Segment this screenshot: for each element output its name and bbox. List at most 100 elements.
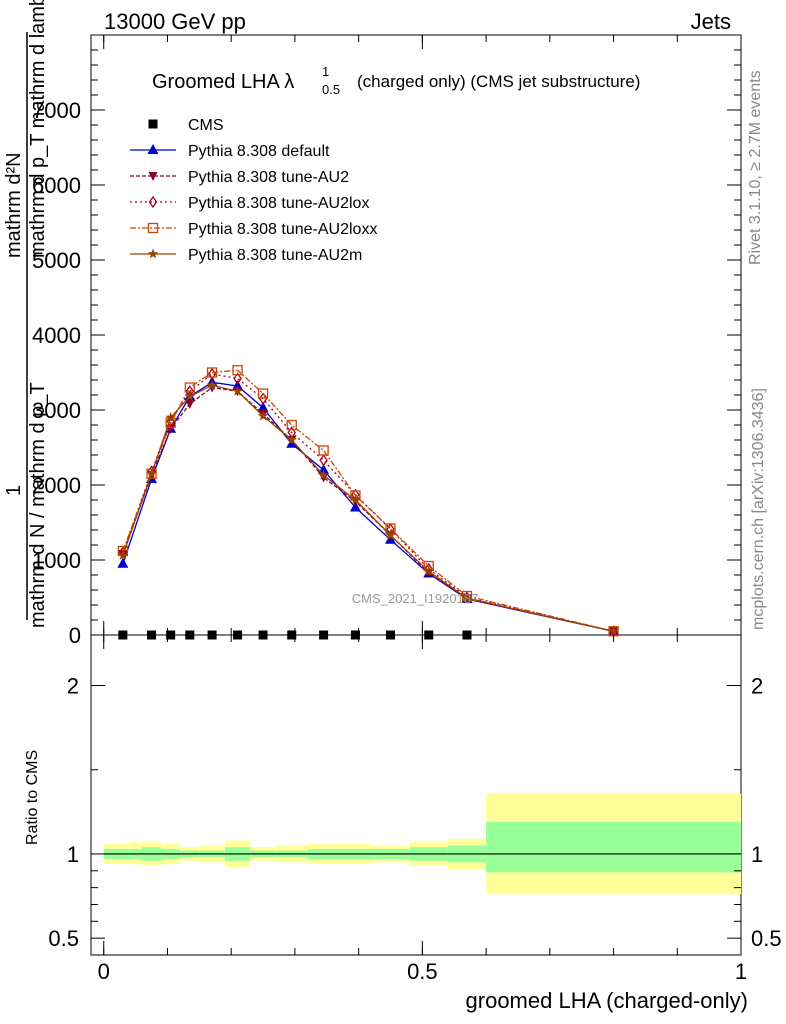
data-point-au2m [318,469,329,480]
ratio-band-inner [486,821,741,873]
data-point-au2m [286,434,297,445]
legend-item-au2: Pythia 8.308 tune-AU2 [130,169,349,186]
data-point-cms [233,630,243,640]
ratio-y-tick-label-right: 2 [751,674,763,699]
y-tick-label: 5000 [32,248,81,273]
y-label-numerator-bottom: mathrm d p_T mathrm d lambda [27,0,49,258]
rivet-label: Rivet 3.1.10, ≥ 2.7M events [747,70,764,265]
y-axis-label: mathrm d²N mathrm d p_T mathrm d lambda … [3,0,49,628]
legend-item-au2lox: Pythia 8.308 tune-AU2lox [130,195,369,212]
title-main: Groomed LHA λ [152,71,294,93]
y-label-denominator: mathrm d N / mathrm d p_T [27,382,49,628]
data-point-au2m [257,410,269,421]
mcplots-label: mcplots.cern.ch [arXiv:1306.3436] [750,388,767,630]
watermark: CMS_2021_I1920187 [352,591,479,606]
legend-marker-au2m [147,248,159,259]
data-point-cms [386,630,396,640]
x-axis-label: groomed LHA (charged-only) [466,988,748,1013]
y-label-numerator: mathrm d²N [3,152,25,258]
ratio-y-label: Ratio to CMS [24,750,41,845]
ratio-plot-area: 0 0.5 10.5 0.51 12 2 [48,635,782,984]
legend: CMS Pythia 8.308 default Pythia 8.308 tune… [130,117,377,264]
legend-item-au2m: Pythia 8.308 tune-AU2m [130,247,362,264]
legend-label: Pythia 8.308 tune-AU2 [188,169,349,186]
legend-marker-au2 [148,172,158,181]
series-au2m [117,379,619,636]
legend-label: Pythia 8.308 default [188,143,330,160]
data-point-au2m [206,379,218,390]
data-point-au2m [385,529,396,540]
y-tick-label: 7000 [32,98,81,123]
data-point-au2lox [258,392,268,405]
title-sub: 0.5 [322,82,340,97]
data-point-cms [319,630,329,640]
data-point-cms [462,630,472,640]
ratio-y-tick-label: 2 [67,674,79,699]
data-point-cms [424,630,434,640]
y-tick-label: 4000 [32,323,81,348]
ratio-y-tick-label: 1 [67,842,79,867]
ratio-y-tick-label-right: 1 [751,842,763,867]
y-tick-label: 3000 [32,398,81,423]
data-point-cms [147,630,157,640]
plot-title: Groomed LHA λ 1 0.5 (charged only) (CMS … [152,64,640,97]
title-rest: (charged only) (CMS jet substructure) [357,72,640,91]
data-point-au2m [461,592,473,603]
data-point-au2m [165,412,176,422]
y-label-prefix: 1 [3,485,25,496]
header-right: Jets [691,9,731,34]
legend-item-default: Pythia 8.308 default [130,143,330,160]
data-point-cms [118,630,128,640]
data-point-au2 [185,400,195,409]
data-point-au2lox [319,454,328,467]
legend-item-au2loxx: Pythia 8.308 tune-AU2loxx [130,221,377,238]
ratio-y-tick-label-right: 0.5 [751,926,782,951]
legend-marker-au2loxx [147,222,159,234]
x-tick-label: 1 [735,959,747,984]
series-line-au2m [122,384,614,632]
legend-label: Pythia 8.308 tune-AU2loxx [188,221,377,238]
data-point-cms [350,630,360,640]
data-point-au2loxx [257,388,269,399]
data-point-cms [258,630,268,640]
title-sup: 1 [322,64,329,79]
y-tick-label: 6000 [32,173,81,198]
data-point-cms [287,630,297,640]
series-line-default [122,381,614,632]
legend-marker-cms [148,119,158,129]
data-point-au2loxx [286,419,297,431]
data-point-cms [166,630,176,640]
header-left: 13000 GeV pp [104,9,246,34]
data-point-default [257,401,269,412]
series-line-au2 [122,386,614,632]
x-tick-label: 0 [98,959,110,984]
data-point-default [117,557,129,568]
main-plot-area: 0 1000 2000 3000 4000 5000 6000 7000 [32,35,742,648]
y-tick-label: 1000 [32,548,81,573]
data-point-au2loxx [318,445,329,456]
legend-label: Pythia 8.308 tune-AU2lox [188,195,369,212]
series-line-au2loxx [122,369,614,632]
y-tick-label: 0 [69,623,81,648]
data-point-au2m [117,550,129,560]
data-point-au2m [350,494,361,505]
legend-label: Pythia 8.308 tune-AU2m [188,247,362,264]
data-point-au2loxx [232,365,243,376]
data-point-au2m [423,565,434,576]
data-point-au2m [608,625,619,636]
x-tick-label: 0.5 [407,959,438,984]
data-point-au2loxx [206,367,218,378]
series-cms [118,630,472,640]
y-tick-label: 2000 [32,473,81,498]
data-point-au2m [146,468,157,479]
legend-marker-au2lox [148,195,158,209]
data-point-au2m [232,385,243,396]
ratio-y-tick-label: 0.5 [48,926,79,951]
data-point-au2m [184,391,195,401]
legend-item-cms: CMS [148,117,224,134]
legend-label: CMS [188,117,224,134]
legend-marker-default [147,144,159,154]
data-point-cms [185,630,195,640]
data-point-au2lox [462,591,472,604]
